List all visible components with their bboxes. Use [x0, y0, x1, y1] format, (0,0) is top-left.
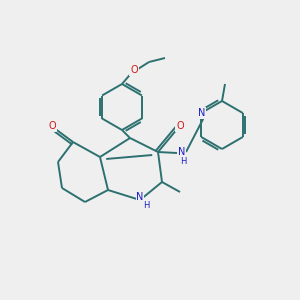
Text: N: N — [178, 147, 186, 157]
Text: O: O — [130, 65, 138, 75]
Text: N: N — [197, 108, 205, 118]
Text: O: O — [176, 121, 184, 131]
Text: H: H — [180, 157, 186, 166]
Text: N: N — [136, 192, 144, 202]
Text: O: O — [48, 121, 56, 131]
Text: H: H — [143, 200, 149, 209]
